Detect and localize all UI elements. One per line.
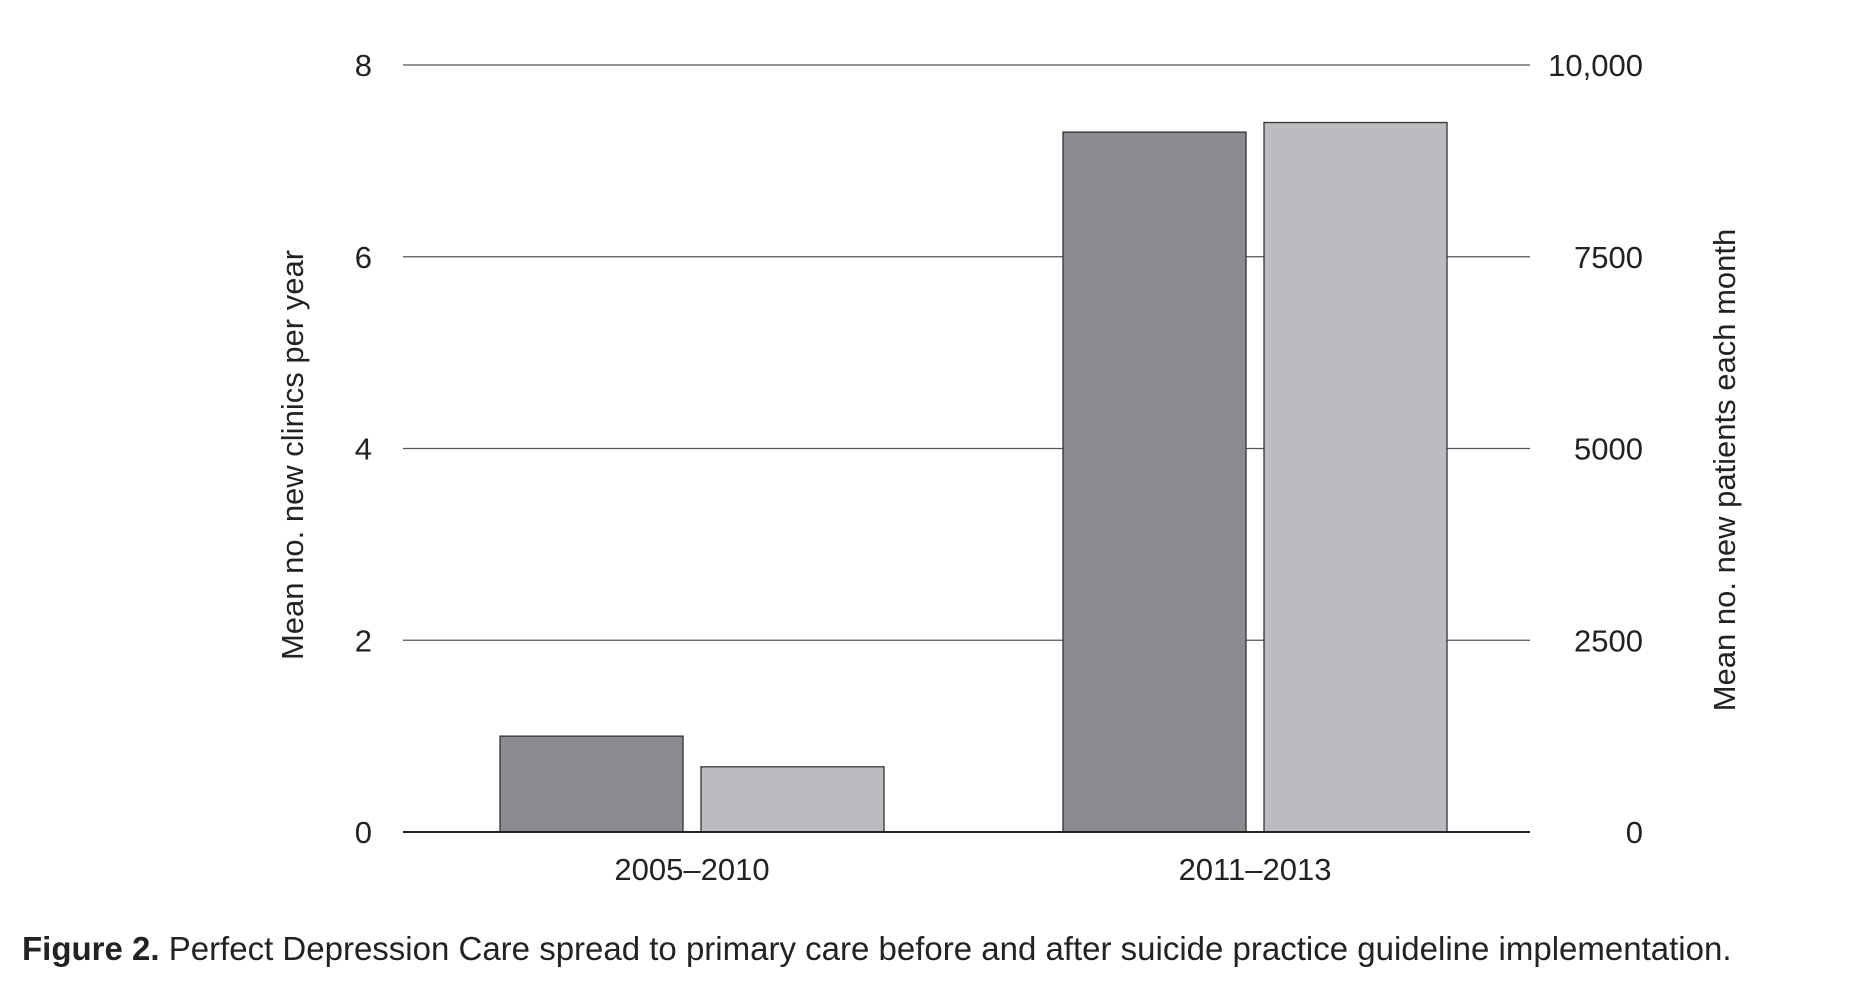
- y-left-tick-label: 4: [355, 432, 372, 467]
- x-tick-label: 2005–2010: [614, 852, 769, 887]
- y-left-tick-label: 2: [355, 623, 372, 658]
- figure-caption-label: Figure 2.: [22, 930, 160, 967]
- x-tick-label: 2011–2013: [1179, 852, 1332, 887]
- y-left-tick-label: 0: [355, 815, 372, 850]
- y-left-tick-label: 8: [355, 48, 372, 83]
- y-right-tick-label: 5000: [1574, 432, 1643, 467]
- y-axis-left-label: Mean no. new clinics per year: [275, 250, 310, 660]
- y-axis-right-label: Mean no. new patients each month: [1707, 229, 1742, 712]
- bar-clinics-0: [499, 735, 684, 833]
- bar-patients-1: [1263, 121, 1448, 833]
- left-axis-ticks: 0 2 4 6 8: [355, 48, 372, 850]
- figure-caption: Figure 2. Perfect Depression Care spread…: [22, 930, 1732, 968]
- y-right-tick-label: 2500: [1574, 623, 1643, 658]
- y-right-tick-label: 10,000: [1548, 48, 1643, 83]
- category-labels: 2005–2010 2011–2013: [614, 852, 1331, 887]
- bar-patients-0: [700, 766, 885, 833]
- y-right-tick-label: 0: [1626, 815, 1643, 850]
- bar-clinics-1: [1062, 131, 1247, 833]
- y-right-tick-label: 7500: [1574, 240, 1643, 275]
- right-axis-ticks: 0 2500 5000 7500 10,000: [1548, 48, 1643, 850]
- y-left-tick-label: 6: [355, 240, 372, 275]
- figure-caption-text: Perfect Depression Care spread to primar…: [168, 930, 1732, 967]
- bars: [499, 121, 1448, 833]
